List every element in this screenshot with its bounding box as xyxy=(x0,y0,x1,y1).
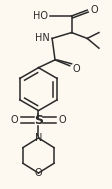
Text: HO: HO xyxy=(33,11,48,21)
Text: HN: HN xyxy=(35,33,50,43)
Text: O: O xyxy=(72,64,80,74)
Text: O: O xyxy=(34,168,42,178)
Text: O: O xyxy=(89,5,97,15)
Text: S: S xyxy=(34,114,43,127)
Text: N: N xyxy=(34,133,42,143)
Text: O: O xyxy=(10,115,18,125)
Text: O: O xyxy=(58,115,66,125)
